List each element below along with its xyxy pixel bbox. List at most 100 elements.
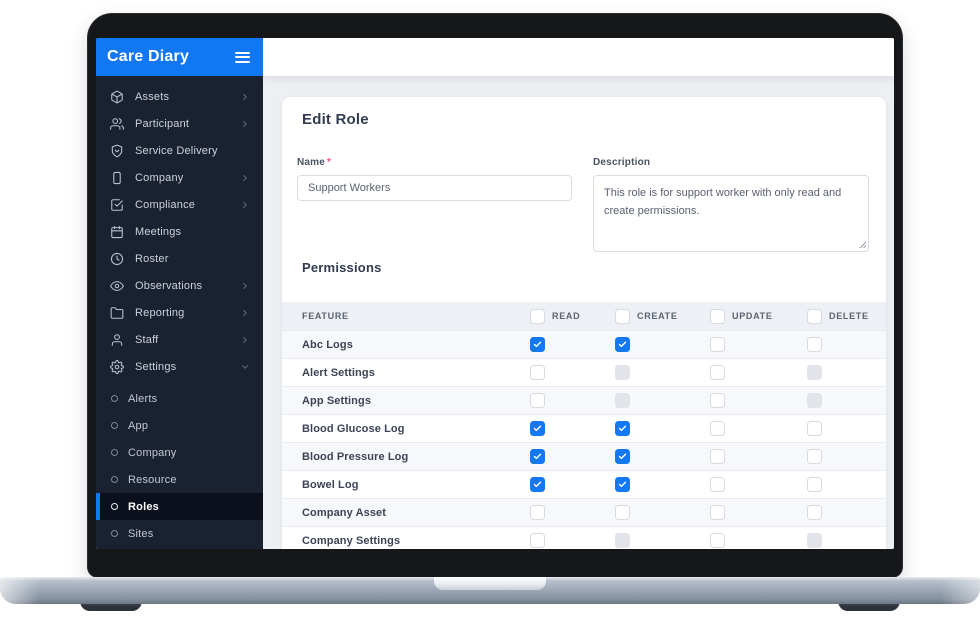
permission-cell <box>615 533 710 548</box>
bowel-log-delete-checkbox[interactable] <box>807 477 822 492</box>
people-icon <box>110 117 124 131</box>
select-all-update-checkbox[interactable] <box>710 308 725 324</box>
circle-bullet-icon <box>111 503 118 510</box>
laptop-screen-bezel: Care Diary Assets Participant Service Deli… <box>88 14 902 577</box>
permission-cell <box>710 477 807 492</box>
column-label: DELETE <box>829 311 869 321</box>
permission-cell <box>530 337 615 352</box>
blood-pressure-log-read-checkbox[interactable] <box>530 449 545 464</box>
sidebar-subitem-roles[interactable]: Roles <box>96 493 263 520</box>
permission-cell <box>710 533 807 548</box>
sidebar-item-settings[interactable]: Settings <box>96 353 263 380</box>
permission-cell <box>530 477 615 492</box>
chevron-right-icon <box>240 200 250 210</box>
required-asterisk: * <box>327 157 332 168</box>
abc-logs-update-checkbox[interactable] <box>710 337 725 352</box>
menu-icon[interactable] <box>235 51 250 63</box>
permission-cell <box>615 393 710 408</box>
company-asset-create-checkbox[interactable] <box>615 505 630 520</box>
company-asset-update-checkbox[interactable] <box>710 505 725 520</box>
blood-glucose-log-create-checkbox[interactable] <box>615 421 630 436</box>
permission-cell <box>615 365 710 380</box>
permission-cell <box>807 337 886 352</box>
company-settings-update-checkbox[interactable] <box>710 533 725 548</box>
gear-icon <box>110 359 124 374</box>
blood-glucose-log-update-checkbox[interactable] <box>710 421 725 436</box>
company-settings-delete-checkbox <box>807 533 822 548</box>
alert-settings-read-checkbox[interactable] <box>530 365 545 380</box>
bowel-log-read-checkbox[interactable] <box>530 477 545 492</box>
sidebar-item-company[interactable]: Company <box>96 164 263 191</box>
sidebar-subitem-company[interactable]: Company <box>96 439 263 466</box>
description-textarea-wrap: This role is for support worker with onl… <box>593 175 869 252</box>
app-settings-read-checkbox[interactable] <box>530 393 545 408</box>
company-asset-read-checkbox[interactable] <box>530 505 545 520</box>
folder-icon <box>110 306 124 320</box>
sidebar-item-staff[interactable]: Staff <box>96 326 263 353</box>
select-all-create-checkbox[interactable] <box>615 308 630 324</box>
sidebar-item-label: Participant <box>135 117 190 130</box>
permission-cell <box>615 421 710 436</box>
select-all-read-checkbox[interactable] <box>530 308 545 324</box>
permissions-table-body: Abc Logs Alert Settings App Settings Blood … <box>282 330 886 549</box>
sidebar-item-label: Settings <box>135 360 177 373</box>
app-settings-delete-checkbox <box>807 393 822 408</box>
sidebar-item-reporting[interactable]: Reporting <box>96 299 263 326</box>
blood-pressure-log-update-checkbox[interactable] <box>710 449 725 464</box>
description-input[interactable]: This role is for support worker with onl… <box>593 175 869 252</box>
bowel-log-update-checkbox[interactable] <box>710 477 725 492</box>
sidebar-subitem-label: Company <box>128 446 177 459</box>
permission-cell <box>807 421 886 436</box>
app-settings-update-checkbox[interactable] <box>710 393 725 408</box>
sidebar-item-assets[interactable]: Assets <box>96 83 263 110</box>
permission-cell <box>807 505 886 520</box>
abc-logs-create-checkbox[interactable] <box>615 337 630 352</box>
permission-cell <box>710 337 807 352</box>
person-icon <box>110 333 124 347</box>
sidebar-item-service-delivery[interactable]: Service Delivery <box>96 137 263 164</box>
sidebar-item-participant[interactable]: Participant <box>96 110 263 137</box>
sidebar-subitem-app[interactable]: App <box>96 412 263 439</box>
sidebar: Care Diary Assets Participant Service Deli… <box>96 38 263 549</box>
alert-settings-update-checkbox[interactable] <box>710 365 725 380</box>
permission-cell <box>710 365 807 380</box>
sidebar-subitem-alerts[interactable]: Alerts <box>96 385 263 412</box>
company-asset-delete-checkbox[interactable] <box>807 505 822 520</box>
blood-glucose-log-delete-checkbox[interactable] <box>807 421 822 436</box>
permission-cell <box>807 393 886 408</box>
column-header-update: UPDATE <box>710 308 807 324</box>
blood-glucose-log-read-checkbox[interactable] <box>530 421 545 436</box>
sidebar-subitem-sites[interactable]: Sites <box>96 520 263 547</box>
permission-cell <box>615 505 710 520</box>
column-header-feature: FEATURE <box>302 311 349 321</box>
column-label: CREATE <box>637 311 678 321</box>
abc-logs-delete-checkbox[interactable] <box>807 337 822 352</box>
table-row: Company Settings <box>282 526 886 549</box>
table-row: Blood Glucose Log <box>282 414 886 442</box>
name-input[interactable] <box>297 175 572 201</box>
sidebar-item-observations[interactable]: Observations <box>96 272 263 299</box>
permission-cell <box>615 477 710 492</box>
chevron-right-icon <box>240 173 250 183</box>
sidebar-header: Care Diary <box>96 38 263 76</box>
blood-pressure-log-delete-checkbox[interactable] <box>807 449 822 464</box>
permission-cell <box>807 449 886 464</box>
bowel-log-create-checkbox[interactable] <box>615 477 630 492</box>
select-all-delete-checkbox[interactable] <box>807 308 822 324</box>
table-row: Blood Pressure Log <box>282 442 886 470</box>
blood-pressure-log-create-checkbox[interactable] <box>615 449 630 464</box>
sidebar-item-label: Roster <box>135 252 169 265</box>
sidebar-item-compliance[interactable]: Compliance <box>96 191 263 218</box>
eye-icon <box>110 279 124 293</box>
permission-cell <box>615 449 710 464</box>
permission-cell <box>710 449 807 464</box>
abc-logs-read-checkbox[interactable] <box>530 337 545 352</box>
chevron-right-icon <box>240 92 250 102</box>
sidebar-item-meetings[interactable]: Meetings <box>96 218 263 245</box>
feature-name: Bowel Log <box>302 478 359 491</box>
company-settings-read-checkbox[interactable] <box>530 533 545 548</box>
sidebar-subitem-resource[interactable]: Resource <box>96 466 263 493</box>
sidebar-item-roster[interactable]: Roster <box>96 245 263 272</box>
permission-cell <box>710 505 807 520</box>
cube-icon <box>110 90 124 104</box>
